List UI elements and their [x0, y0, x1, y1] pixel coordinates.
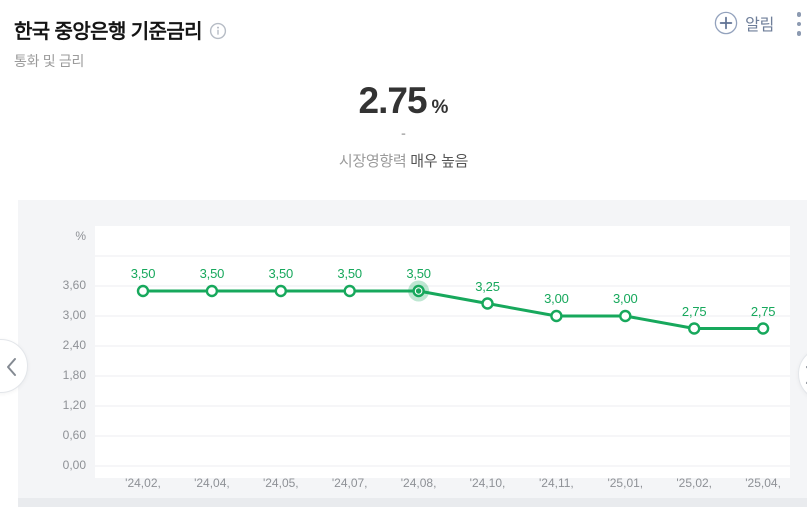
x-tick-label: '24,02, [125, 476, 161, 490]
y-tick-label: 3,00 [62, 308, 86, 322]
chart-svg [95, 255, 790, 467]
chevron-left-icon [7, 358, 16, 376]
header: 한국 중앙은행 기준금리 [14, 15, 227, 44]
chart-point[interactable] [550, 309, 563, 323]
x-tick-label: '24,11, [539, 476, 574, 490]
point-value-label: 3,50 [199, 266, 225, 281]
y-axis-unit-label: % [75, 229, 86, 243]
x-tick-label: '24,07, [331, 476, 368, 490]
page-title: 한국 중앙은행 기준금리 [14, 21, 203, 43]
point-value-label: 3,50 [130, 266, 156, 281]
x-tick-label: '24,05, [262, 476, 299, 490]
x-tick-label: '25,04, [745, 476, 781, 490]
market-impact: 시장영향력 매우 높음 [0, 150, 807, 171]
chart-point[interactable] [756, 322, 770, 335]
rate-unit: % [431, 97, 449, 118]
y-tick-label: 3,60 [62, 278, 86, 292]
alert-button[interactable]: 알림 [714, 11, 774, 35]
chart-point[interactable] [274, 284, 288, 298]
point-value-label: 3,25 [475, 278, 500, 294]
plot-area[interactable]: 3,50 3,50 3,50 3,50 3,50 3,25 3,00 3,00 2,75 2,75 [95, 226, 790, 478]
x-tick-label: '24,04, [194, 476, 230, 490]
x-tick-label: '25,01, [607, 476, 644, 490]
market-impact-label: 시장영향력 [338, 153, 407, 170]
y-tick-label: 0,60 [62, 428, 86, 442]
point-value-label: 3,50 [406, 266, 431, 281]
market-impact-value: 매우 높음 [410, 153, 469, 170]
chart-point[interactable] [343, 284, 356, 298]
category-breadcrumb: 통화 및 금리 [14, 53, 85, 69]
point-value-label: 3,50 [337, 266, 362, 281]
point-value-label: 3,00 [613, 291, 638, 306]
point-value-label: 3,50 [268, 266, 294, 281]
chart-point[interactable] [481, 297, 494, 310]
x-tick-label: '24,10, [469, 476, 506, 490]
chart-point[interactable] [205, 284, 219, 298]
y-tick-label: 1,80 [62, 368, 86, 382]
chart-card: % 3,60 3,00 2,40 1,80 1,20 0,60 0,00 3,50 3,50 3… [18, 200, 807, 507]
x-tick-label: '24,08, [400, 476, 437, 490]
x-tick-label: '25,02, [676, 476, 713, 490]
point-value-label: 2,75 [681, 303, 707, 319]
plus-circle-icon [714, 11, 738, 35]
rate-value: 2.75 [358, 80, 428, 121]
chart-point[interactable] [619, 309, 632, 323]
rate-change: - [401, 125, 406, 141]
chart-line [143, 289, 764, 330]
y-tick-label: 1,20 [62, 398, 86, 412]
alert-button-label: 알림 [745, 17, 774, 34]
y-tick-label: 2,40 [62, 338, 86, 352]
point-value-label: 2,75 [750, 303, 776, 319]
info-icon[interactable] [209, 22, 227, 40]
y-tick-label: 0,00 [62, 458, 86, 472]
point-value-label: 3,00 [544, 291, 569, 306]
chart-point[interactable] [136, 284, 150, 298]
more-menu-icon[interactable] [792, 12, 806, 36]
chart-point[interactable] [688, 322, 701, 335]
selected-point-dot [415, 288, 422, 294]
chart-scroll-strip[interactable] [18, 498, 807, 507]
hero-section: 2.75 % - 시장영향력 매우 높음 [0, 80, 807, 171]
